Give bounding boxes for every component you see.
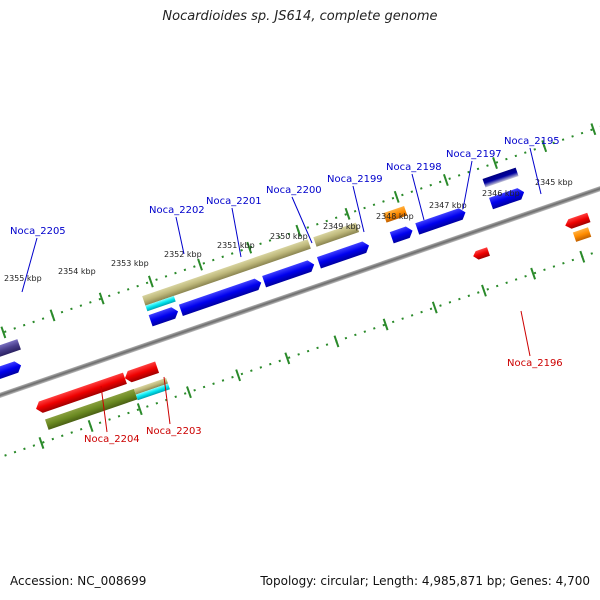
ruler-tick [382, 318, 389, 331]
ruler-inner [0, 217, 600, 480]
ruler-tick [481, 284, 487, 297]
gene-label-leader [291, 196, 313, 244]
kbp-label: 2353 kbp [111, 259, 149, 268]
gene-feature-orange [383, 205, 408, 223]
gene-feature-slate [0, 339, 21, 361]
ruler-tick [579, 250, 586, 263]
kbp-label: 2347 kbp [429, 201, 467, 210]
gene-label: Noca_2200 [266, 185, 322, 196]
gene-arrow-forward [389, 226, 413, 244]
gene-label-leader [462, 160, 473, 210]
gene-feature-khaki [313, 222, 360, 247]
gene-arrow-reverse [36, 372, 127, 413]
ruler-ticks [0, 123, 597, 449]
gene-arrow-forward [262, 260, 315, 288]
ruler-tick [98, 292, 105, 305]
gene-feature-khaki [133, 377, 169, 395]
gene-label: Noca_2197 [446, 149, 502, 160]
gene-arrow-forward [0, 361, 22, 381]
gene-label-leader [411, 173, 425, 221]
kbp-label: 2350 kbp [270, 232, 308, 241]
gene-arrow-forward [148, 307, 179, 327]
gene-arrow-reverse [124, 361, 160, 383]
gene-label: Noca_2196 [507, 358, 563, 369]
ruler-tick [246, 241, 253, 254]
ruler-tick [87, 420, 94, 433]
gene-label: Noca_2198 [386, 162, 442, 173]
kbp-label: 2352 kbp [164, 250, 202, 259]
gene-label-leader [21, 237, 38, 293]
gene-label: Noca_2205 [10, 226, 66, 237]
gene-feature-cyan [145, 295, 176, 312]
ruler-tick [442, 173, 449, 186]
ruler-tick [136, 403, 143, 416]
gene-label: Noca_2203 [146, 426, 202, 437]
kbp-label: 2349 kbp [323, 222, 361, 231]
gene-label-leader [352, 185, 365, 233]
gene-label-leader [231, 207, 242, 258]
accession-text: Accession: NC_008699 [10, 574, 147, 588]
ruler-tick [186, 386, 192, 399]
gene-label-leader [529, 147, 542, 195]
genome-summary-text: Topology: circular; Length: 4,985,871 bp… [260, 574, 590, 588]
gene-label: Noca_2201 [206, 196, 262, 207]
ruler-tick [541, 140, 548, 153]
gene-arrow-reverse [473, 247, 490, 260]
gene-label: Noca_2199 [327, 174, 383, 185]
kbp-label: 2348 kbp [376, 212, 414, 221]
gene-feature-cyan [135, 383, 170, 401]
ruler-tick [590, 123, 597, 136]
kbp-label: 2346 kbp [482, 189, 520, 198]
gene-label-leader [175, 216, 185, 255]
ruler-tick [147, 275, 154, 288]
gene-label: Noca_2195 [504, 136, 560, 147]
ruler-tick [235, 369, 242, 382]
gene-label-leader [520, 310, 531, 357]
gene-arrow-reverse [565, 212, 591, 229]
ruler-tick [49, 309, 56, 322]
gene-label-leader [100, 385, 108, 433]
ruler-tick [333, 335, 340, 348]
ruler-tick [295, 224, 302, 237]
ruler-tick [344, 207, 351, 220]
ruler-tick [284, 352, 291, 365]
kbp-label: 2354 kbp [58, 267, 96, 276]
ruler-tick [431, 301, 438, 314]
gene-label: Noca_2202 [149, 205, 205, 216]
gene-feature-olive [45, 388, 138, 430]
ruler-tick [530, 267, 537, 280]
kbp-label: 2355 kbp [4, 274, 42, 283]
gene-arrow-forward [316, 241, 370, 269]
kbp-label: 2345 kbp [535, 178, 573, 187]
gene-feature-navy [482, 167, 519, 188]
ruler-tick [393, 190, 400, 203]
ruler-tick [197, 258, 203, 271]
ruler-tick [38, 436, 45, 449]
genome-backbone [0, 160, 600, 426]
gene-label: Noca_2204 [84, 434, 140, 445]
map-title: Nocardioides sp. JS614, complete genome [162, 9, 438, 24]
gene-arrow-forward [489, 188, 525, 210]
kbp-labels: 2355 kbp 2354 kbp 2353 kbp 2352 kbp 2351 kbp… [4, 178, 573, 283]
ruler-tick [0, 326, 7, 339]
gene-feature-khaki [142, 239, 311, 306]
gene-feature-orange [572, 227, 592, 242]
gene-arrow-forward [415, 208, 466, 235]
ruler-tick [492, 157, 498, 170]
gene-arrow-forward [178, 278, 262, 317]
kbp-label: 2351 kbp [217, 241, 255, 250]
ruler-outer [0, 106, 600, 369]
gene-label-leader [163, 376, 171, 425]
